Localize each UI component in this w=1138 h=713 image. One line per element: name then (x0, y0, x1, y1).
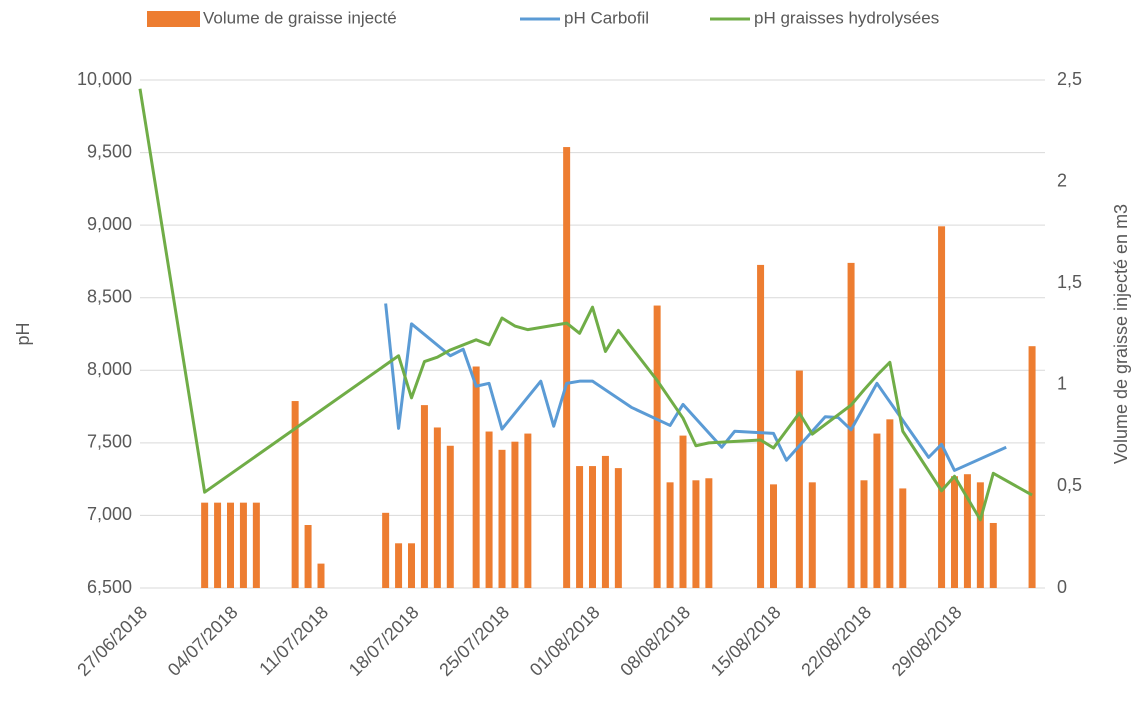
bar (886, 419, 894, 588)
y-tick-label: 8,500 (87, 286, 132, 306)
bar (239, 502, 247, 588)
bar (692, 480, 700, 588)
y2-tick-label: 0 (1057, 577, 1067, 597)
bar (860, 480, 868, 588)
y2-tick-label: 2 (1057, 170, 1067, 190)
y-tick-label: 7,000 (87, 504, 132, 524)
x-tick-label: 27/06/2018 (73, 602, 151, 680)
bar (705, 478, 713, 588)
bar (291, 401, 299, 588)
bar (951, 476, 958, 588)
bar (757, 264, 765, 588)
y-tick-label: 9,500 (87, 141, 132, 161)
bar (395, 543, 403, 588)
bar (317, 563, 325, 588)
bar (485, 431, 493, 588)
bar (589, 466, 596, 588)
bar (1028, 346, 1036, 588)
x-tick-label: 08/08/2018 (616, 602, 694, 680)
bar (938, 226, 946, 588)
bar (679, 435, 687, 588)
bar (420, 405, 428, 588)
x-tick-label: 15/08/2018 (707, 602, 785, 680)
bar (808, 482, 816, 588)
bar (511, 441, 519, 588)
bar (563, 147, 571, 588)
bar (201, 502, 209, 588)
bar (795, 370, 803, 588)
bar (976, 482, 984, 588)
legend-label: pH graisses hydrolysées (754, 8, 939, 27)
legend: Volume de graisse injecté pH Carbofil pH g… (147, 8, 939, 27)
x-tick-label: 18/07/2018 (345, 602, 423, 680)
x-tick-label: 29/08/2018 (888, 602, 966, 680)
bar (963, 474, 971, 588)
bar (601, 455, 609, 588)
bar (666, 482, 674, 588)
bar (614, 468, 622, 588)
bar (498, 449, 506, 588)
bar (653, 305, 661, 588)
bar (989, 522, 997, 588)
line (138, 88, 1033, 522)
line (384, 303, 1007, 472)
bar (214, 502, 222, 588)
y-tick-label: 6,500 (87, 577, 132, 597)
x-tick-label: 25/07/2018 (435, 602, 513, 680)
legend-swatch (147, 11, 200, 27)
x-tick-label: 01/08/2018 (526, 602, 604, 680)
y2-tick-label: 1 (1057, 374, 1067, 394)
legend-label: pH Carbofil (564, 8, 649, 27)
y2-tick-label: 0,5 (1057, 475, 1082, 495)
bar (873, 433, 881, 588)
x-tick-label: 22/08/2018 (797, 602, 875, 680)
y-tick-label: 7,500 (87, 432, 132, 452)
bar (770, 484, 777, 588)
bar (433, 427, 441, 588)
bar (899, 488, 907, 588)
y2-axis-title: Volume de graisse injecté en m3 (1111, 204, 1131, 464)
bar (252, 502, 260, 588)
x-tick-label: 04/07/2018 (164, 602, 242, 680)
x-tick-label: 11/07/2018 (255, 602, 332, 679)
legend-label: Volume de graisse injecté (203, 8, 397, 27)
y-axis-title: pH (13, 322, 33, 345)
y2-tick-label: 2,5 (1057, 69, 1082, 89)
y2-tick-label: 1,5 (1057, 272, 1082, 292)
y-tick-label: 10,000 (77, 69, 132, 89)
y-tick-label: 8,000 (87, 359, 132, 379)
bar (847, 262, 855, 588)
bar (382, 512, 390, 588)
bar (304, 525, 312, 588)
bar (227, 502, 234, 588)
y-tick-label: 9,000 (87, 214, 132, 234)
bar (524, 433, 532, 588)
bar (446, 445, 454, 588)
bar (576, 466, 584, 588)
bar (408, 543, 415, 588)
bar (472, 366, 480, 588)
